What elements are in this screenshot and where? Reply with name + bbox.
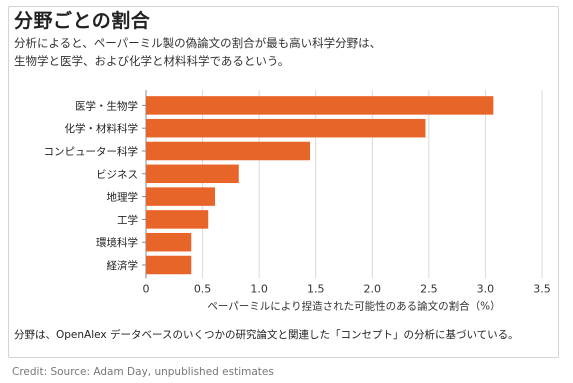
- x-axis-title: ペーパーミルにより捏造された可能性のある論文の割合（%）: [207, 299, 500, 312]
- x-tick-label: 2.0: [364, 282, 382, 295]
- bar: [146, 164, 239, 184]
- bar: [146, 96, 494, 115]
- category-label: 医学・生物学: [75, 99, 138, 112]
- bar: [146, 232, 192, 252]
- x-tick-label: 3.0: [477, 282, 495, 295]
- bar: [146, 210, 209, 229]
- category-label: 工学: [117, 213, 138, 226]
- category-label: 経済学: [107, 259, 139, 272]
- x-tick-label: 0.5: [194, 282, 212, 295]
- category-label: コンピューター科学: [44, 145, 139, 158]
- subtitle-line-1: 分析によると、ペーパーミル製の偽論文の割合が最も高い科学分野は、: [14, 36, 382, 50]
- category-label: ビジネス: [96, 169, 138, 181]
- footnote: 分野は、OpenAlex データベースのいくつかの研究論文と関連した「コンセプト…: [14, 329, 519, 341]
- chart-card: [8, 6, 559, 358]
- x-tick-label: 1.0: [250, 282, 268, 295]
- x-tick-label: 0: [143, 282, 150, 295]
- x-tick-label: 3.5: [533, 282, 551, 295]
- chart-subtitle: 分析によると、ペーパーミル製の偽論文の割合が最も高い科学分野は、 生物学と医学、…: [14, 34, 534, 70]
- x-tick-label: 2.5: [420, 282, 438, 295]
- bar: [146, 255, 192, 275]
- x-tick-label: 1.5: [307, 282, 325, 295]
- bar: [146, 187, 216, 206]
- category-label: 化学・材料科学: [65, 122, 139, 135]
- bar: [146, 118, 426, 138]
- chart-title: 分野ごとの割合: [14, 10, 151, 32]
- subtitle-line-2: 生物学と医学、および化学と材料科学であるという。: [14, 54, 290, 68]
- category-label: 環境科学: [96, 236, 138, 249]
- credit-line: Credit: Source: Adam Day, unpublished es…: [12, 366, 274, 378]
- category-label: 地理学: [107, 191, 139, 204]
- bar: [146, 141, 311, 161]
